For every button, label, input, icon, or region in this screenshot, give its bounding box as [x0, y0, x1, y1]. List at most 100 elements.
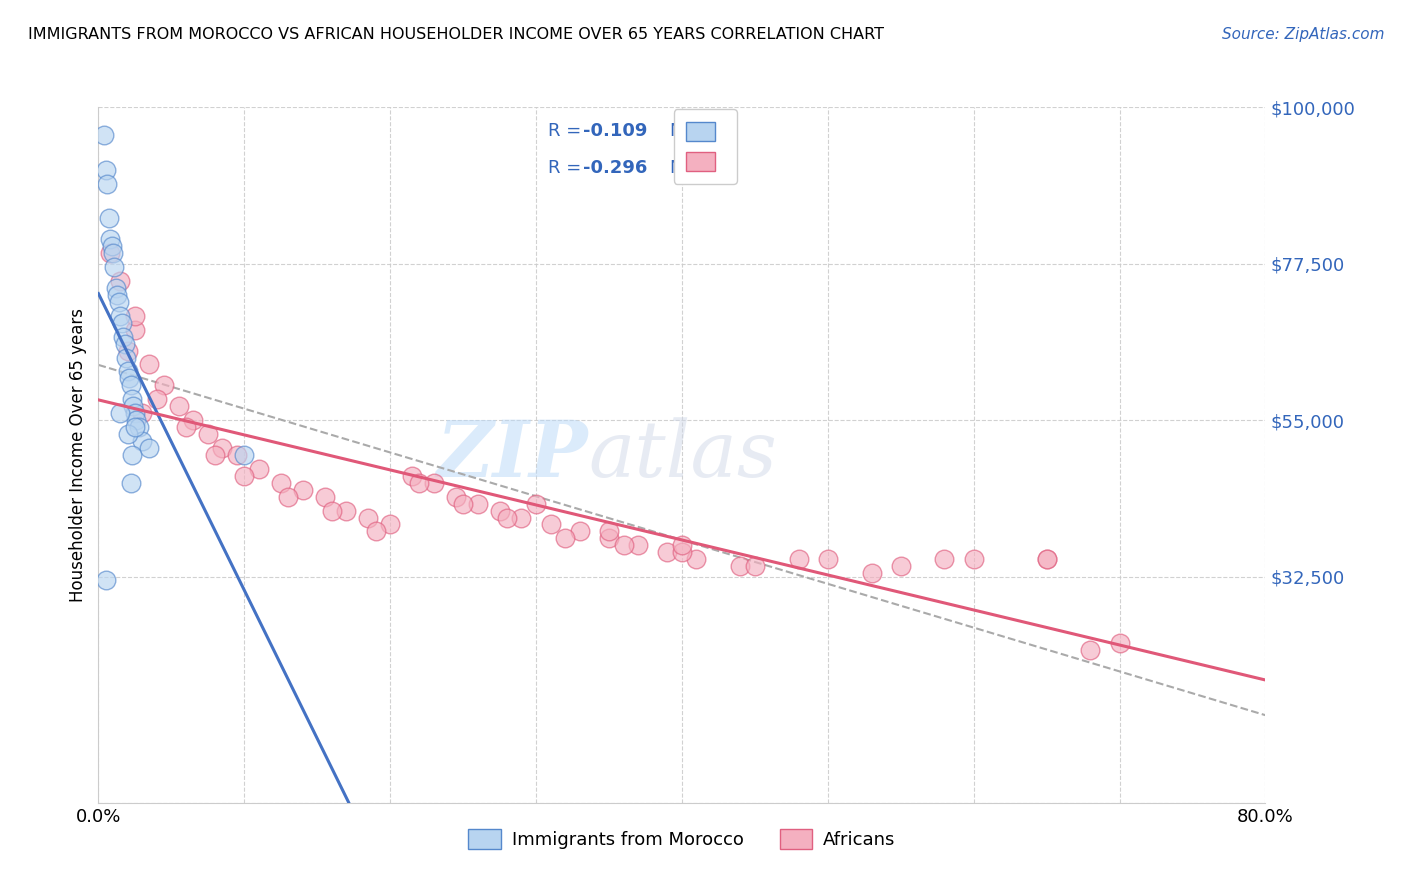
Point [467, 497, 489, 511]
Point [197, 427, 219, 442]
Point [744, 559, 766, 574]
Point [120, 475, 142, 490]
Point [153, 378, 176, 392]
Point [131, 434, 153, 448]
Point [657, 545, 679, 559]
Point [860, 566, 883, 581]
Point [685, 552, 707, 566]
Point [568, 524, 591, 539]
Point [93, 128, 115, 142]
Point [488, 503, 510, 517]
Point [121, 392, 143, 407]
Text: Source: ZipAtlas.com: Source: ZipAtlas.com [1222, 27, 1385, 42]
Point [233, 468, 256, 483]
Point [211, 441, 233, 455]
Text: N =: N = [671, 122, 710, 140]
Point [111, 316, 134, 330]
Point [117, 343, 139, 358]
Point [321, 503, 343, 517]
Point [94, 573, 117, 587]
Point [110, 406, 132, 420]
Point [423, 475, 446, 490]
Point [524, 497, 547, 511]
Text: R =: R = [548, 122, 586, 140]
Point [174, 420, 197, 434]
Point [335, 503, 357, 517]
Point [120, 378, 142, 392]
Point [451, 497, 474, 511]
Point [962, 552, 984, 566]
Point [226, 448, 249, 462]
Point [598, 524, 620, 539]
Point [110, 309, 132, 323]
Point [554, 532, 576, 546]
Point [181, 413, 204, 427]
Text: N =: N = [671, 160, 710, 178]
Text: -0.296: -0.296 [582, 160, 647, 178]
Point [110, 274, 132, 288]
Point [408, 475, 430, 490]
Point [671, 545, 693, 559]
Point [131, 406, 153, 420]
Point [1080, 642, 1102, 657]
Point [115, 351, 138, 365]
Point [101, 246, 124, 260]
Point [138, 358, 160, 372]
Text: -0.109: -0.109 [582, 122, 647, 140]
Point [104, 281, 127, 295]
Point [124, 323, 146, 337]
Text: R =: R = [548, 160, 586, 178]
Point [540, 517, 562, 532]
Point [934, 552, 956, 566]
Point [204, 448, 226, 462]
Point [890, 559, 912, 574]
Text: IMMIGRANTS FROM MOROCCO VS AFRICAN HOUSEHOLDER INCOME OVER 65 YEARS CORRELATION : IMMIGRANTS FROM MOROCCO VS AFRICAN HOUSE… [28, 27, 884, 42]
Point [108, 294, 131, 309]
Text: 33: 33 [706, 122, 730, 140]
Point [167, 399, 190, 413]
Point [233, 448, 256, 462]
Point [787, 552, 810, 566]
Point [613, 538, 636, 552]
Point [1108, 636, 1130, 650]
Point [122, 399, 145, 413]
Point [817, 552, 839, 566]
Text: 60: 60 [706, 160, 730, 178]
Point [598, 532, 620, 546]
Point [121, 448, 143, 462]
Point [380, 517, 402, 532]
Point [96, 177, 118, 191]
Point [247, 462, 270, 476]
Text: atlas: atlas [589, 417, 778, 493]
Point [124, 420, 146, 434]
Point [730, 559, 752, 574]
Point [105, 288, 128, 302]
Point [125, 413, 148, 427]
Point [401, 468, 423, 483]
Point [97, 211, 120, 226]
Point [270, 475, 292, 490]
Point [100, 239, 122, 253]
Point [124, 309, 146, 323]
Point [314, 490, 336, 504]
Point [357, 510, 380, 524]
Point [117, 427, 139, 442]
Point [138, 441, 160, 455]
Y-axis label: Householder Income Over 65 years: Householder Income Over 65 years [69, 308, 87, 602]
Point [364, 524, 387, 539]
Point [496, 510, 519, 524]
Point [117, 364, 139, 378]
Point [103, 260, 125, 274]
Point [118, 371, 141, 385]
Point [1035, 552, 1057, 566]
Legend: Immigrants from Morocco, Africans: Immigrants from Morocco, Africans [461, 822, 903, 856]
Point [112, 329, 135, 343]
Point [98, 246, 121, 260]
Point [146, 392, 169, 407]
Point [94, 162, 117, 177]
Point [510, 510, 533, 524]
Text: ZIP: ZIP [437, 417, 589, 493]
Point [671, 538, 693, 552]
Point [124, 406, 146, 420]
Point [277, 490, 299, 504]
